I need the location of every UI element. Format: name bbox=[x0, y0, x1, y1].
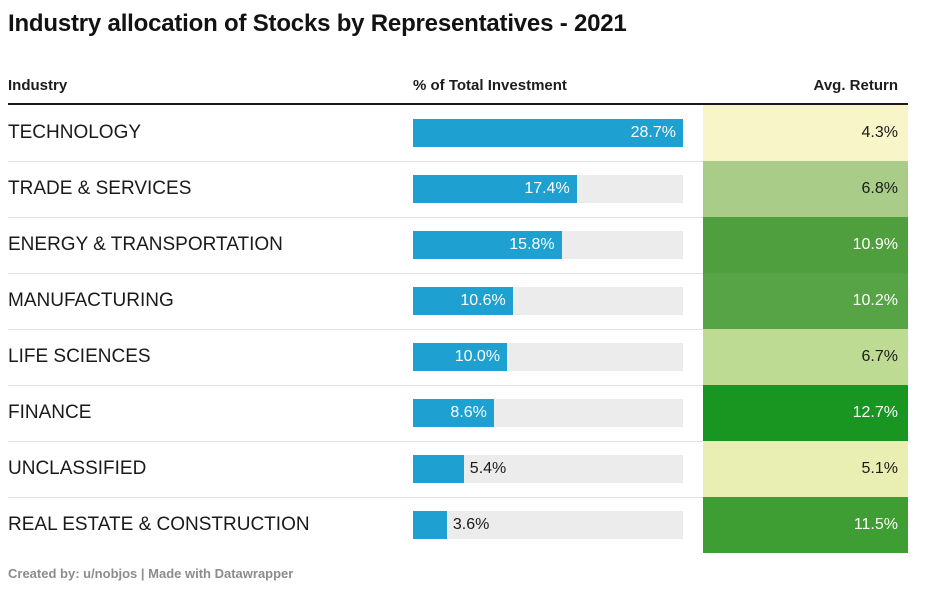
table-header: Industry % of Total Investment Avg. Retu… bbox=[8, 77, 908, 103]
table-row: UNCLASSIFIED 5.4% 5.1% bbox=[8, 440, 908, 497]
investment-bar-track: 10.6% bbox=[413, 287, 683, 316]
investment-bar-cell: 3.6% bbox=[413, 496, 703, 553]
avg-return-cell: 4.3% bbox=[703, 104, 908, 161]
avg-return-cell: 10.2% bbox=[703, 272, 908, 329]
industry-label: LIFE SCIENCES bbox=[8, 328, 413, 385]
avg-return-value: 5.1% bbox=[861, 459, 898, 477]
investment-bar-track: 5.4% bbox=[413, 455, 683, 484]
investment-value-label: 28.7% bbox=[630, 123, 676, 141]
table-row: MANUFACTURING 10.6% 10.2% bbox=[8, 272, 908, 329]
avg-return-cell: 10.9% bbox=[703, 216, 908, 273]
investment-bar: 15.8% bbox=[413, 231, 562, 260]
investment-bar: 17.4% bbox=[413, 175, 577, 204]
investment-bar-cell: 8.6% bbox=[413, 384, 703, 441]
industry-label: UNCLASSIFIED bbox=[8, 440, 413, 497]
investment-value-label: 3.6% bbox=[452, 516, 490, 534]
attribution-footer: Created by: u/nobjos | Made with Datawra… bbox=[8, 565, 294, 581]
investment-bar-cell: 10.6% bbox=[413, 272, 703, 329]
avg-return-value: 4.3% bbox=[861, 123, 898, 141]
avg-return-value: 10.9% bbox=[852, 235, 898, 253]
investment-value-label: 10.6% bbox=[460, 292, 506, 310]
investment-bar-cell: 17.4% bbox=[413, 160, 703, 217]
investment-bar-cell: 5.4% bbox=[413, 440, 703, 497]
avg-return-cell: 6.7% bbox=[703, 328, 908, 385]
investment-bar-cell: 28.7% bbox=[413, 105, 703, 161]
investment-bar: 28.7% bbox=[413, 118, 683, 147]
table-row: TRADE & SERVICES 17.4% 6.8% bbox=[8, 160, 908, 217]
avg-return-cell: 11.5% bbox=[703, 496, 908, 553]
table-row: LIFE SCIENCES 10.0% 6.7% bbox=[8, 328, 908, 385]
table-row: FINANCE 8.6% 12.7% bbox=[8, 384, 908, 441]
industry-label: MANUFACTURING bbox=[8, 272, 413, 329]
avg-return-value: 12.7% bbox=[852, 403, 898, 421]
avg-return-cell: 5.1% bbox=[703, 440, 908, 497]
industry-label: FINANCE bbox=[8, 384, 413, 441]
investment-bar-track: 10.0% bbox=[413, 343, 683, 372]
column-header-avg-return: Avg. Return bbox=[813, 76, 898, 94]
column-header-industry: Industry bbox=[8, 76, 68, 94]
investment-bar bbox=[413, 511, 447, 540]
investment-bar bbox=[413, 455, 464, 484]
investment-bar-cell: 15.8% bbox=[413, 216, 703, 273]
table-row: TECHNOLOGY 28.7% 4.3% bbox=[8, 104, 908, 161]
investment-value-label: 8.6% bbox=[450, 404, 487, 422]
avg-return-value: 11.5% bbox=[853, 515, 898, 533]
avg-return-cell: 12.7% bbox=[703, 384, 908, 441]
investment-bar-track: 15.8% bbox=[413, 231, 683, 260]
investment-bar-track: 3.6% bbox=[413, 511, 683, 540]
table-body: TECHNOLOGY 28.7% 4.3% TRADE & SERVICES 1… bbox=[8, 102, 908, 553]
investment-bar-track: 8.6% bbox=[413, 399, 683, 428]
investment-bar: 8.6% bbox=[413, 399, 494, 428]
industry-label: ENERGY & TRANSPORTATION bbox=[8, 216, 413, 273]
avg-return-value: 6.8% bbox=[861, 179, 898, 197]
industry-label: TRADE & SERVICES bbox=[8, 160, 413, 217]
investment-bar: 10.0% bbox=[413, 343, 508, 372]
investment-value-label: 15.8% bbox=[509, 236, 555, 254]
table-row: REAL ESTATE & CONSTRUCTION 3.6% 11.5% bbox=[8, 496, 908, 553]
column-header-investment: % of Total Investment bbox=[413, 76, 567, 94]
table-row: ENERGY & TRANSPORTATION 15.8% 10.9% bbox=[8, 216, 908, 273]
investment-value-label: 17.4% bbox=[524, 180, 570, 198]
chart-title: Industry allocation of Stocks by Represe… bbox=[8, 10, 627, 37]
investment-bar-track: 28.7% bbox=[413, 118, 683, 147]
investment-bar-cell: 10.0% bbox=[413, 328, 703, 385]
investment-value-label: 10.0% bbox=[454, 348, 501, 366]
investment-bar: 10.6% bbox=[413, 287, 513, 316]
industry-label: REAL ESTATE & CONSTRUCTION bbox=[8, 496, 413, 553]
avg-return-cell: 6.8% bbox=[703, 160, 908, 217]
investment-bar-track: 17.4% bbox=[413, 175, 683, 204]
investment-value-label: 5.4% bbox=[469, 460, 507, 478]
avg-return-value: 6.7% bbox=[861, 347, 898, 365]
avg-return-value: 10.2% bbox=[852, 291, 898, 309]
industry-label: TECHNOLOGY bbox=[8, 121, 142, 143]
